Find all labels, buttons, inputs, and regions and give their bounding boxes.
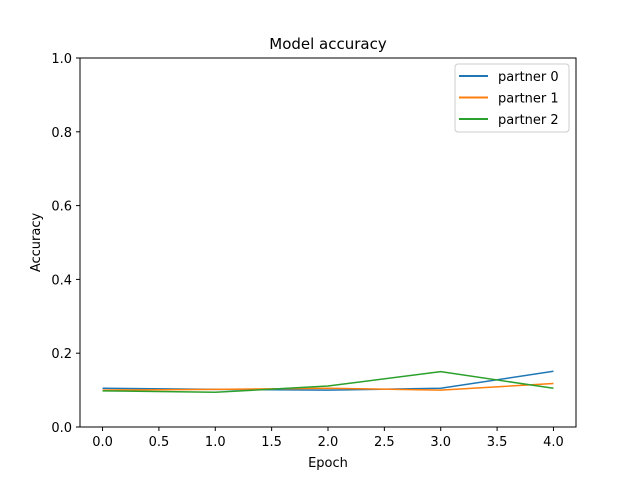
legend-box [454,63,570,133]
y-tick-label: 0.2 [51,347,72,362]
series-line-partner-2 [102,370,554,394]
y-tick-label: 1.0 [51,52,72,67]
series-lines [102,370,554,394]
x-tick-label: 1.0 [205,435,226,450]
x-axis-label: Epoch [308,456,348,471]
x-tick-label: 2.5 [374,435,395,450]
legend-label: partner 0 [498,70,559,85]
x-tick-label: 1.5 [261,435,282,450]
legend-label: partner 1 [498,92,559,107]
x-tick-label: 2.0 [318,435,339,450]
y-tick-label: 0.4 [51,273,72,288]
legend: partner 0 partner 1 partner 2 [454,63,570,133]
x-tick-label: 3.5 [487,435,508,450]
chart-title: Model accuracy [269,35,387,53]
x-tick-label: 4.0 [543,435,564,450]
x-tick-label: 0.5 [149,435,170,450]
y-tick-label: 0.8 [51,126,72,141]
y-axis-ticks: 0.0 0.2 0.4 0.6 0.8 1.0 [51,52,80,436]
x-tick-label: 3.0 [430,435,451,450]
x-axis-ticks: 0.0 0.5 1.0 1.5 2.0 2.5 3.0 3.5 4.0 [92,427,564,450]
legend-label: partner 2 [498,113,559,128]
y-tick-label: 0.0 [51,421,72,436]
x-tick-label: 0.0 [92,435,113,450]
y-axis-label: Accuracy [29,213,44,273]
y-tick-label: 0.6 [51,200,72,215]
series-line-partner-1 [102,382,554,391]
